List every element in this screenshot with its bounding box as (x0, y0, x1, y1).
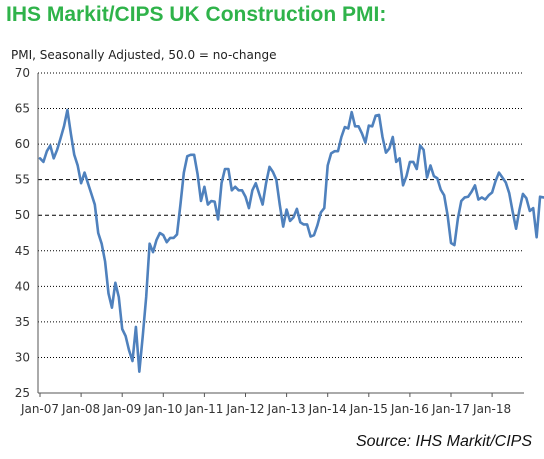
y-tick-label: 25 (15, 386, 30, 400)
y-tick-label: 55 (15, 173, 30, 187)
y-tick-label: 40 (15, 279, 30, 293)
x-tick-label: Jan-11 (184, 402, 223, 416)
x-tick-label: Jan-07 (20, 402, 59, 416)
x-tick-label: Jan-09 (102, 402, 141, 416)
x-tick-labels: Jan-07 Jan-08 Jan-09 Jan-10 Jan-11 Jan-12 Jan-… (20, 402, 511, 416)
y-tick-label: 65 (15, 102, 30, 116)
x-tick-label: Jan-15 (349, 402, 388, 416)
y-tick-label: 45 (15, 244, 30, 258)
x-tick-label: Jan-10 (143, 402, 182, 416)
axes (37, 73, 524, 397)
y-tick-label: 60 (15, 137, 30, 151)
x-tick-label: Jan-12 (225, 402, 264, 416)
series-layer (38, 108, 544, 373)
y-tick-label: 70 (15, 66, 30, 80)
x-tick-label: Jan-16 (390, 402, 429, 416)
series-line-0 (38, 108, 544, 373)
x-tick-label: Jan-13 (267, 402, 306, 416)
y-tick-labels: 25 30 35 40 45 50 55 60 65 70 (15, 66, 30, 400)
grid-lines (38, 72, 524, 358)
x-tick-label: Jan-18 (472, 402, 511, 416)
x-tick-label: Jan-14 (308, 402, 347, 416)
chart-title: IHS Markit/CIPS UK Construction PMI: (6, 3, 387, 26)
y-tick-label: 30 (15, 350, 30, 364)
x-tick-label: Jan-17 (431, 402, 470, 416)
y-tick-label: 50 (15, 208, 30, 222)
x-tick-label: Jan-08 (61, 402, 100, 416)
source-note: Source: IHS Markit/CIPS (355, 433, 532, 450)
y-tick-label: 35 (15, 315, 30, 329)
chart-subtitle: PMI, Seasonally Adjusted, 50.0 = no-chan… (11, 48, 277, 62)
